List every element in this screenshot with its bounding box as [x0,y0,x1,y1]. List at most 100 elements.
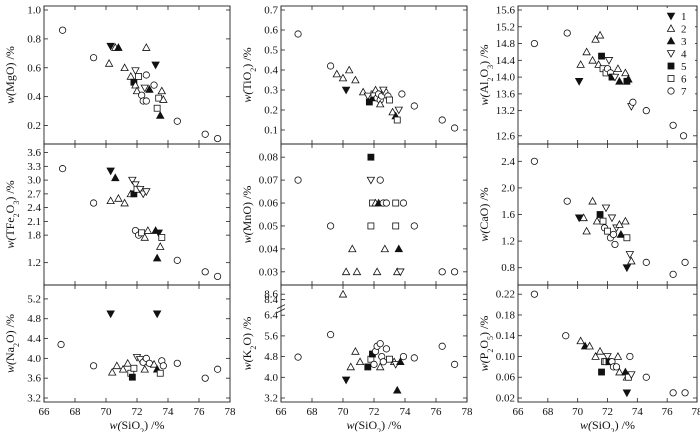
y-axis-label: w(Al2O3) /% [477,44,495,105]
x-tick-label: 74 [400,406,412,418]
data-point-2 [595,30,605,39]
data-point-2 [338,73,348,82]
data-point-4 [379,86,388,95]
data-point-7 [642,107,650,115]
data-point-7 [326,222,335,230]
y-tick-label: 1.8 [27,230,41,242]
y-tick-label: 0.8 [27,33,41,45]
panel-mgo: 0.2 0.4 0.6 0.8 1.0 w(MgO) /% [3,5,231,145]
data-point-6 [367,222,375,230]
data-point-2 [348,244,357,253]
data-point-5 [364,363,372,371]
x-tick-label: 70 [572,406,584,418]
data-point-7 [530,290,539,298]
data-point-5 [367,153,375,161]
panel-frame [43,143,231,286]
data-point-6 [392,199,400,207]
data-point-4 [601,204,611,213]
data-point-7 [326,331,335,339]
data-point-7 [611,240,619,249]
data-point-1 [341,86,351,95]
data-point-7 [410,354,418,362]
y-tick-label: 14.0 [496,72,516,84]
data-point-7 [57,340,65,349]
y-tick-label: 0.07 [259,175,279,187]
y-tick-label: 8.4 [264,294,278,306]
data-point-2 [346,362,356,371]
y-tick-label: 2.7 [27,188,41,200]
data-point-7 [138,91,146,99]
data-point-1 [152,310,162,319]
data-point-2 [351,347,360,355]
y-tick-label: 15.2 [496,21,515,33]
panel-frame [280,143,468,286]
data-point-2 [585,341,594,350]
data-point-6 [386,355,393,363]
data-point-2 [140,233,150,241]
y-tick-label: 13.6 [496,88,516,100]
data-point-2 [591,34,600,43]
y-axis-label: w(K2O) /% [240,317,258,371]
y-tick-label: 1.2 [27,257,41,269]
data-point-1 [154,229,163,238]
y-tick-label: 4.4 [27,333,41,345]
y-tick-label: 0.5 [264,45,278,57]
x-tick-label: 66 [39,406,51,418]
data-point-7 [294,176,302,184]
data-point-1 [106,42,115,51]
data-point-2 [579,213,588,222]
data-point-1 [622,264,632,273]
x-axis-label: w(SiO2) /% [346,418,401,432]
data-point-6 [623,234,631,242]
y-tick-label: 3.6 [27,373,41,385]
x-tick-label: 76 [662,406,674,418]
data-point-2 [118,364,128,373]
data-point-2 [621,216,630,225]
x-tick-label: 70 [338,406,350,418]
panel-frame [280,5,468,145]
y-axis-label: w(TiO2) /% [240,47,258,102]
y-tick-label: 3.0 [27,175,41,187]
data-point-7 [438,116,446,124]
data-point-3 [666,36,676,45]
data-point-7 [530,157,539,165]
data-point-7 [214,134,222,143]
data-point-2 [588,55,597,64]
data-point-7 [201,130,209,138]
y-axis-label: w(P2O5) /% [477,316,495,372]
y-tick-label: 0.6 [264,25,278,37]
data-point-2 [621,68,630,77]
data-point-3 [392,385,402,394]
data-point-2 [595,346,605,355]
data-point-4 [394,106,404,115]
data-point-6 [393,116,401,124]
data-point-2 [140,364,150,373]
data-point-6 [667,75,675,82]
data-point-4 [607,214,617,223]
legend-label: 2 [681,24,687,36]
panel-tfe2o3: 1.2 1.8 2.1 2.4 2.73.0 3.3 3.6 w(TFe2O3) /% [3,143,231,286]
data-point-7 [629,98,637,106]
data-point-7 [612,363,621,371]
data-point-4 [666,50,676,58]
y-tick-label: 6.4 [264,310,278,322]
data-point-2 [613,352,623,360]
data-point-2 [143,226,153,234]
y-tick-label: 4.0 [27,353,41,365]
data-point-2 [332,69,342,78]
data-point-2 [380,244,390,253]
y-tick-label: 0.4 [264,65,278,77]
legend-label: 6 [681,74,687,86]
data-point-2 [352,267,362,276]
data-point-7 [159,362,167,370]
y-tick-label: 0.1 [264,125,278,137]
data-point-2 [120,198,129,207]
data-point-7 [450,360,459,368]
data-point-6 [153,104,161,112]
data-point-2 [344,65,354,74]
panel-frame [43,284,231,403]
data-point-2 [666,24,676,32]
data-point-2 [120,63,129,72]
y-tick-label: 3.2 [27,393,41,405]
x-tick-label: 76 [431,406,443,418]
